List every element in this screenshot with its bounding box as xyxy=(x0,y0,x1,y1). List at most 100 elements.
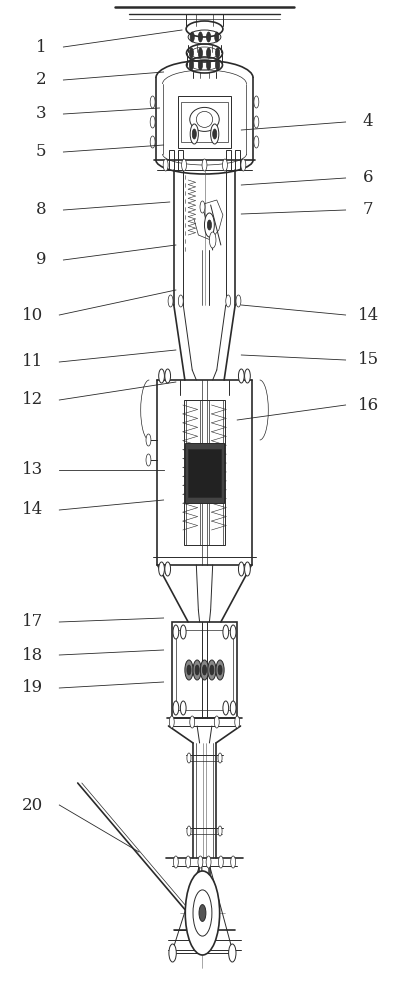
Circle shape xyxy=(198,48,202,58)
Circle shape xyxy=(182,159,187,171)
Circle shape xyxy=(146,454,151,466)
Text: 2: 2 xyxy=(36,72,46,89)
Circle shape xyxy=(216,60,220,70)
Circle shape xyxy=(235,716,240,728)
Text: 9: 9 xyxy=(36,251,46,268)
Circle shape xyxy=(200,660,209,680)
Circle shape xyxy=(209,232,216,248)
Circle shape xyxy=(202,665,207,675)
Circle shape xyxy=(230,701,236,715)
Text: 15: 15 xyxy=(357,352,379,368)
Text: 19: 19 xyxy=(22,680,43,696)
Circle shape xyxy=(231,856,236,868)
Circle shape xyxy=(159,369,164,383)
Circle shape xyxy=(208,660,216,680)
Circle shape xyxy=(236,295,241,307)
Text: 6: 6 xyxy=(363,169,373,186)
Circle shape xyxy=(187,665,191,675)
Circle shape xyxy=(245,562,250,576)
Circle shape xyxy=(218,856,223,868)
Circle shape xyxy=(216,48,220,58)
Circle shape xyxy=(198,32,202,42)
Circle shape xyxy=(168,295,173,307)
Bar xyxy=(235,150,240,170)
Circle shape xyxy=(254,136,259,148)
Circle shape xyxy=(254,116,259,128)
Circle shape xyxy=(200,201,205,213)
Circle shape xyxy=(198,60,202,70)
Bar xyxy=(169,150,174,170)
Circle shape xyxy=(204,213,214,237)
Circle shape xyxy=(215,32,219,42)
Circle shape xyxy=(190,124,198,144)
Circle shape xyxy=(173,625,179,639)
Circle shape xyxy=(178,295,183,307)
Bar xyxy=(184,400,225,545)
Circle shape xyxy=(193,660,201,680)
Circle shape xyxy=(187,753,191,763)
Circle shape xyxy=(185,660,193,680)
Bar xyxy=(178,150,183,170)
Circle shape xyxy=(169,716,174,728)
Circle shape xyxy=(180,625,186,639)
Text: 20: 20 xyxy=(22,796,43,814)
Circle shape xyxy=(210,665,214,675)
Circle shape xyxy=(223,701,229,715)
Circle shape xyxy=(207,220,211,230)
Circle shape xyxy=(245,369,250,383)
Bar xyxy=(188,448,221,497)
Bar xyxy=(181,102,228,142)
Circle shape xyxy=(211,124,219,144)
Circle shape xyxy=(241,159,246,171)
Circle shape xyxy=(202,159,207,171)
Bar xyxy=(178,96,231,148)
Circle shape xyxy=(206,856,211,868)
Circle shape xyxy=(190,32,194,42)
Circle shape xyxy=(222,159,227,171)
Text: 13: 13 xyxy=(22,462,43,479)
Text: 4: 4 xyxy=(363,113,373,130)
Circle shape xyxy=(189,48,193,58)
Circle shape xyxy=(190,716,195,728)
Circle shape xyxy=(192,129,196,139)
Circle shape xyxy=(150,96,155,108)
Circle shape xyxy=(226,295,231,307)
Circle shape xyxy=(218,753,222,763)
Bar xyxy=(176,630,233,710)
Circle shape xyxy=(193,890,212,936)
Circle shape xyxy=(218,665,222,675)
Text: 5: 5 xyxy=(36,143,46,160)
Circle shape xyxy=(207,32,211,42)
Text: 7: 7 xyxy=(363,202,373,219)
Text: 11: 11 xyxy=(22,354,43,370)
Circle shape xyxy=(165,562,171,576)
Circle shape xyxy=(146,434,151,446)
Circle shape xyxy=(207,48,211,58)
Circle shape xyxy=(238,369,244,383)
Text: 1: 1 xyxy=(36,38,46,55)
Circle shape xyxy=(223,625,229,639)
Circle shape xyxy=(185,871,220,955)
Circle shape xyxy=(213,129,217,139)
Text: 17: 17 xyxy=(22,613,43,631)
Bar xyxy=(226,150,231,170)
Text: 18: 18 xyxy=(22,647,43,664)
Circle shape xyxy=(189,60,193,70)
Circle shape xyxy=(150,116,155,128)
Circle shape xyxy=(254,96,259,108)
Circle shape xyxy=(150,136,155,148)
Circle shape xyxy=(173,856,178,868)
Circle shape xyxy=(230,625,236,639)
Circle shape xyxy=(218,826,222,836)
Circle shape xyxy=(187,826,191,836)
Circle shape xyxy=(159,562,164,576)
Circle shape xyxy=(238,562,244,576)
Circle shape xyxy=(195,665,199,675)
Circle shape xyxy=(214,716,219,728)
Circle shape xyxy=(198,856,203,868)
Circle shape xyxy=(186,856,191,868)
Text: 14: 14 xyxy=(357,306,379,324)
Text: 10: 10 xyxy=(22,306,43,324)
Text: 8: 8 xyxy=(36,202,46,219)
Circle shape xyxy=(199,905,206,921)
